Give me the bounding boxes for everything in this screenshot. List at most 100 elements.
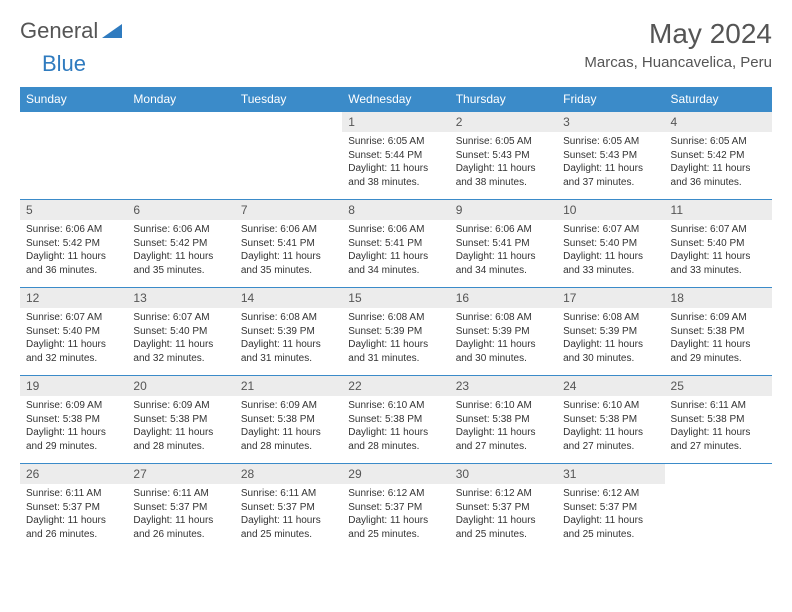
day-number: 30 — [450, 464, 557, 484]
day-number: 16 — [450, 288, 557, 308]
day-info: Sunrise: 6:05 AMSunset: 5:43 PMDaylight:… — [450, 132, 557, 195]
day-cell: 16Sunrise: 6:08 AMSunset: 5:39 PMDayligh… — [450, 288, 557, 376]
weekday-header: Sunday — [20, 87, 127, 112]
day-cell: 25Sunrise: 6:11 AMSunset: 5:38 PMDayligh… — [665, 376, 772, 464]
day-info: Sunrise: 6:08 AMSunset: 5:39 PMDaylight:… — [450, 308, 557, 371]
day-number: 6 — [127, 200, 234, 220]
weekday-header: Friday — [557, 87, 664, 112]
weekday-header: Tuesday — [235, 87, 342, 112]
day-info: Sunrise: 6:09 AMSunset: 5:38 PMDaylight:… — [127, 396, 234, 459]
day-number: 11 — [665, 200, 772, 220]
day-info: Sunrise: 6:07 AMSunset: 5:40 PMDaylight:… — [127, 308, 234, 371]
title-area: May 2024 Marcas, Huancavelica, Peru — [584, 18, 772, 71]
day-number: 9 — [450, 200, 557, 220]
day-cell: 31Sunrise: 6:12 AMSunset: 5:37 PMDayligh… — [557, 464, 664, 552]
week-row: 19Sunrise: 6:09 AMSunset: 5:38 PMDayligh… — [20, 376, 772, 464]
week-row: 1Sunrise: 6:05 AMSunset: 5:44 PMDaylight… — [20, 112, 772, 200]
day-number: 3 — [557, 112, 664, 132]
day-cell: 28Sunrise: 6:11 AMSunset: 5:37 PMDayligh… — [235, 464, 342, 552]
day-cell: 29Sunrise: 6:12 AMSunset: 5:37 PMDayligh… — [342, 464, 449, 552]
day-info: Sunrise: 6:08 AMSunset: 5:39 PMDaylight:… — [342, 308, 449, 371]
day-cell — [235, 112, 342, 200]
location: Marcas, Huancavelica, Peru — [584, 54, 772, 71]
day-cell: 10Sunrise: 6:07 AMSunset: 5:40 PMDayligh… — [557, 200, 664, 288]
day-cell: 24Sunrise: 6:10 AMSunset: 5:38 PMDayligh… — [557, 376, 664, 464]
day-cell: 17Sunrise: 6:08 AMSunset: 5:39 PMDayligh… — [557, 288, 664, 376]
day-info: Sunrise: 6:07 AMSunset: 5:40 PMDaylight:… — [665, 220, 772, 283]
day-number: 20 — [127, 376, 234, 396]
day-number: 7 — [235, 200, 342, 220]
day-number: 22 — [342, 376, 449, 396]
day-info: Sunrise: 6:07 AMSunset: 5:40 PMDaylight:… — [20, 308, 127, 371]
month-title: May 2024 — [584, 18, 772, 50]
weekday-header-row: Sunday Monday Tuesday Wednesday Thursday… — [20, 87, 772, 112]
day-cell: 15Sunrise: 6:08 AMSunset: 5:39 PMDayligh… — [342, 288, 449, 376]
day-cell: 27Sunrise: 6:11 AMSunset: 5:37 PMDayligh… — [127, 464, 234, 552]
day-number: 5 — [20, 200, 127, 220]
day-cell — [127, 112, 234, 200]
day-info: Sunrise: 6:12 AMSunset: 5:37 PMDaylight:… — [450, 484, 557, 547]
logo-text-blue: Blue — [42, 51, 86, 77]
day-info: Sunrise: 6:09 AMSunset: 5:38 PMDaylight:… — [665, 308, 772, 371]
day-info: Sunrise: 6:12 AMSunset: 5:37 PMDaylight:… — [342, 484, 449, 547]
day-info: Sunrise: 6:10 AMSunset: 5:38 PMDaylight:… — [557, 396, 664, 459]
weekday-header: Monday — [127, 87, 234, 112]
day-number: 1 — [342, 112, 449, 132]
day-number: 10 — [557, 200, 664, 220]
weekday-header: Wednesday — [342, 87, 449, 112]
day-cell: 20Sunrise: 6:09 AMSunset: 5:38 PMDayligh… — [127, 376, 234, 464]
day-info: Sunrise: 6:07 AMSunset: 5:40 PMDaylight:… — [557, 220, 664, 283]
day-cell: 3Sunrise: 6:05 AMSunset: 5:43 PMDaylight… — [557, 112, 664, 200]
day-cell: 14Sunrise: 6:08 AMSunset: 5:39 PMDayligh… — [235, 288, 342, 376]
day-number: 8 — [342, 200, 449, 220]
day-cell: 22Sunrise: 6:10 AMSunset: 5:38 PMDayligh… — [342, 376, 449, 464]
day-info: Sunrise: 6:12 AMSunset: 5:37 PMDaylight:… — [557, 484, 664, 547]
day-number: 26 — [20, 464, 127, 484]
day-number: 31 — [557, 464, 664, 484]
day-cell: 30Sunrise: 6:12 AMSunset: 5:37 PMDayligh… — [450, 464, 557, 552]
day-info: Sunrise: 6:10 AMSunset: 5:38 PMDaylight:… — [450, 396, 557, 459]
day-number: 29 — [342, 464, 449, 484]
day-number: 15 — [342, 288, 449, 308]
day-cell: 1Sunrise: 6:05 AMSunset: 5:44 PMDaylight… — [342, 112, 449, 200]
day-cell: 21Sunrise: 6:09 AMSunset: 5:38 PMDayligh… — [235, 376, 342, 464]
day-cell — [665, 464, 772, 552]
day-info: Sunrise: 6:11 AMSunset: 5:37 PMDaylight:… — [127, 484, 234, 547]
calendar-table: Sunday Monday Tuesday Wednesday Thursday… — [20, 87, 772, 552]
day-cell: 26Sunrise: 6:11 AMSunset: 5:37 PMDayligh… — [20, 464, 127, 552]
day-number: 4 — [665, 112, 772, 132]
day-info: Sunrise: 6:05 AMSunset: 5:43 PMDaylight:… — [557, 132, 664, 195]
day-info: Sunrise: 6:06 AMSunset: 5:41 PMDaylight:… — [235, 220, 342, 283]
day-cell: 9Sunrise: 6:06 AMSunset: 5:41 PMDaylight… — [450, 200, 557, 288]
day-cell: 4Sunrise: 6:05 AMSunset: 5:42 PMDaylight… — [665, 112, 772, 200]
logo: General — [20, 18, 124, 44]
day-number: 21 — [235, 376, 342, 396]
day-number: 2 — [450, 112, 557, 132]
calendar-body: 1Sunrise: 6:05 AMSunset: 5:44 PMDaylight… — [20, 112, 772, 552]
logo-text-general: General — [20, 18, 98, 44]
day-cell: 23Sunrise: 6:10 AMSunset: 5:38 PMDayligh… — [450, 376, 557, 464]
day-number: 28 — [235, 464, 342, 484]
day-number: 18 — [665, 288, 772, 308]
day-number: 25 — [665, 376, 772, 396]
logo-triangle-icon — [102, 18, 122, 44]
week-row: 5Sunrise: 6:06 AMSunset: 5:42 PMDaylight… — [20, 200, 772, 288]
day-cell: 6Sunrise: 6:06 AMSunset: 5:42 PMDaylight… — [127, 200, 234, 288]
day-number: 19 — [20, 376, 127, 396]
day-cell: 12Sunrise: 6:07 AMSunset: 5:40 PMDayligh… — [20, 288, 127, 376]
day-info: Sunrise: 6:11 AMSunset: 5:38 PMDaylight:… — [665, 396, 772, 459]
day-cell — [20, 112, 127, 200]
day-cell: 13Sunrise: 6:07 AMSunset: 5:40 PMDayligh… — [127, 288, 234, 376]
day-cell: 2Sunrise: 6:05 AMSunset: 5:43 PMDaylight… — [450, 112, 557, 200]
day-info: Sunrise: 6:06 AMSunset: 5:42 PMDaylight:… — [20, 220, 127, 283]
day-number: 23 — [450, 376, 557, 396]
day-info: Sunrise: 6:11 AMSunset: 5:37 PMDaylight:… — [20, 484, 127, 547]
day-info: Sunrise: 6:06 AMSunset: 5:41 PMDaylight:… — [450, 220, 557, 283]
day-info: Sunrise: 6:09 AMSunset: 5:38 PMDaylight:… — [235, 396, 342, 459]
day-cell: 5Sunrise: 6:06 AMSunset: 5:42 PMDaylight… — [20, 200, 127, 288]
day-info: Sunrise: 6:06 AMSunset: 5:42 PMDaylight:… — [127, 220, 234, 283]
week-row: 12Sunrise: 6:07 AMSunset: 5:40 PMDayligh… — [20, 288, 772, 376]
day-number: 17 — [557, 288, 664, 308]
day-cell: 7Sunrise: 6:06 AMSunset: 5:41 PMDaylight… — [235, 200, 342, 288]
day-number: 12 — [20, 288, 127, 308]
